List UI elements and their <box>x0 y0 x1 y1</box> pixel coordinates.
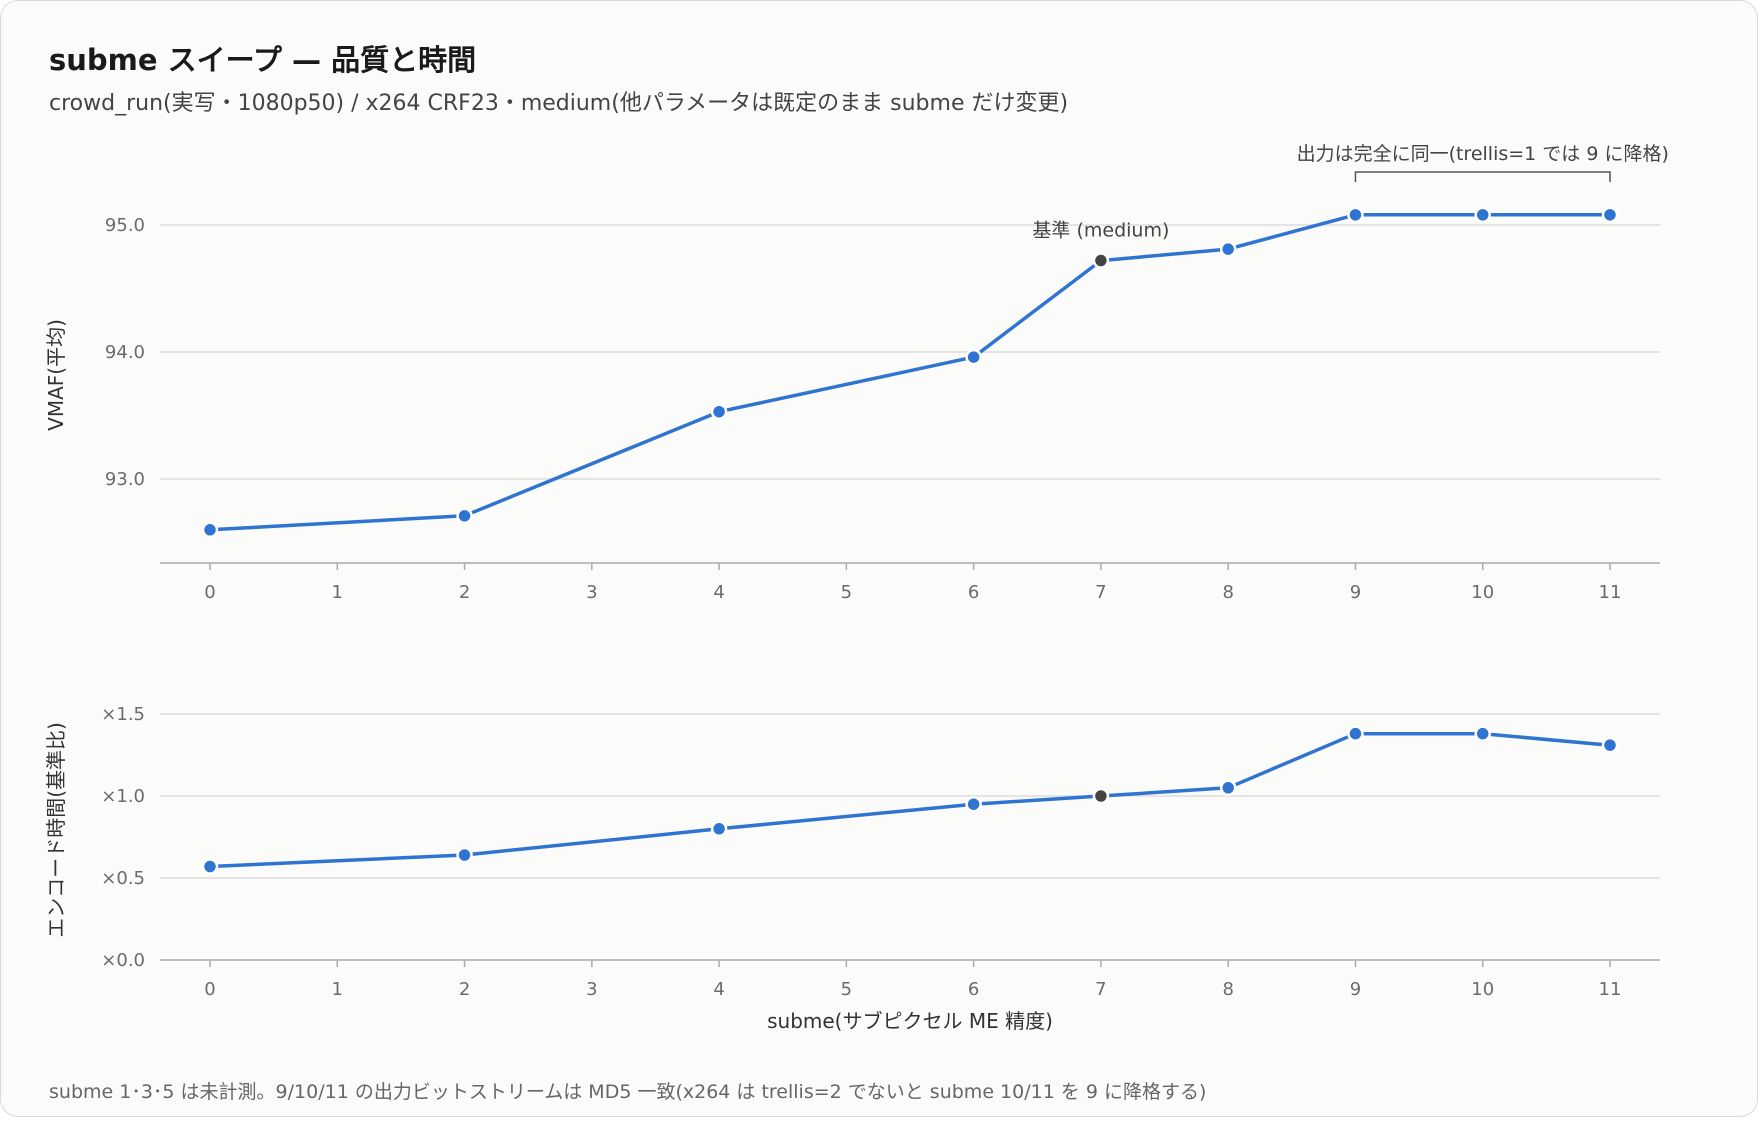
x-tick-label: 6 <box>968 979 979 1000</box>
x-tick-label: 1 <box>332 582 343 603</box>
y-tick-label: ×1.0 <box>101 786 145 807</box>
y-axis-label: VMAF(平均) <box>44 319 68 431</box>
x-tick-label: 0 <box>204 979 215 1000</box>
data-point <box>201 858 219 875</box>
y-tick-label: 95.0 <box>105 215 145 236</box>
x-tick-label: 11 <box>1599 582 1622 603</box>
x-tick-label: 0 <box>204 582 215 603</box>
data-point <box>201 521 219 539</box>
y-tick-label: 94.0 <box>105 342 145 363</box>
y-tick-label: ×1.5 <box>101 704 145 725</box>
x-tick-label: 8 <box>1222 979 1233 1000</box>
chart-title: subme スイープ — 品質と時間 <box>49 43 477 77</box>
data-point <box>1219 779 1237 797</box>
data-point <box>965 348 982 366</box>
x-tick-label: 2 <box>459 979 470 1000</box>
data-point <box>1601 736 1619 754</box>
x-tick-label: 1 <box>332 979 343 1000</box>
data-point <box>456 507 473 525</box>
data-point <box>1347 206 1364 224</box>
x-tick-label: 11 <box>1599 979 1622 1000</box>
y-tick-label: 93.0 <box>105 469 145 490</box>
x-tick-label: 4 <box>713 582 724 603</box>
x-tick-label: 6 <box>968 582 979 603</box>
data-point <box>710 820 728 838</box>
x-tick-label: 3 <box>586 582 597 603</box>
chart-subtitle: crowd_run(実写・1080p50) / x264 CRF23・mediu… <box>49 91 1069 116</box>
baseline-annotation: 基準 (medium) <box>1032 220 1169 242</box>
data-point <box>1219 240 1237 258</box>
x-tick-label: 5 <box>841 582 852 603</box>
data-point <box>1347 725 1364 742</box>
data-point <box>710 403 728 420</box>
x-tick-label: 9 <box>1350 979 1361 1000</box>
baseline-point <box>1092 787 1110 805</box>
series-line <box>208 731 1612 869</box>
x-tick-label: 10 <box>1471 979 1494 1000</box>
baseline-point <box>1092 252 1110 269</box>
data-point <box>1474 206 1491 224</box>
data-point <box>965 795 982 813</box>
x-tick-label: 10 <box>1471 582 1494 603</box>
data-point <box>456 846 473 864</box>
x-tick-label: 8 <box>1222 582 1233 603</box>
x-tick-label: 9 <box>1350 582 1361 603</box>
y-tick-label: ×0.0 <box>101 950 145 971</box>
x-tick-label: 3 <box>586 979 597 1000</box>
data-point <box>1601 206 1619 224</box>
y-tick-label: ×0.5 <box>101 868 145 889</box>
x-tick-label: 7 <box>1095 582 1106 603</box>
x-tick-label: 4 <box>713 979 724 1000</box>
chart-footnote: subme 1･3･5 は未計測。9/10/11 の出力ビットストリームは MD… <box>49 1081 1207 1103</box>
y-axis-label: エンコード時間(基準比) <box>44 722 68 938</box>
x-tick-label: 5 <box>841 979 852 1000</box>
range-bracket <box>1354 171 1611 182</box>
data-point <box>1474 725 1491 742</box>
x-tick-label: 7 <box>1095 979 1106 1000</box>
series-line <box>208 213 1612 532</box>
range-annotation: 出力は完全に同一(trellis=1 では 9 に降格) <box>1297 143 1669 165</box>
x-axis-label: subme(サブピクセル ME 精度) <box>767 1009 1053 1033</box>
x-tick-label: 2 <box>459 582 470 603</box>
